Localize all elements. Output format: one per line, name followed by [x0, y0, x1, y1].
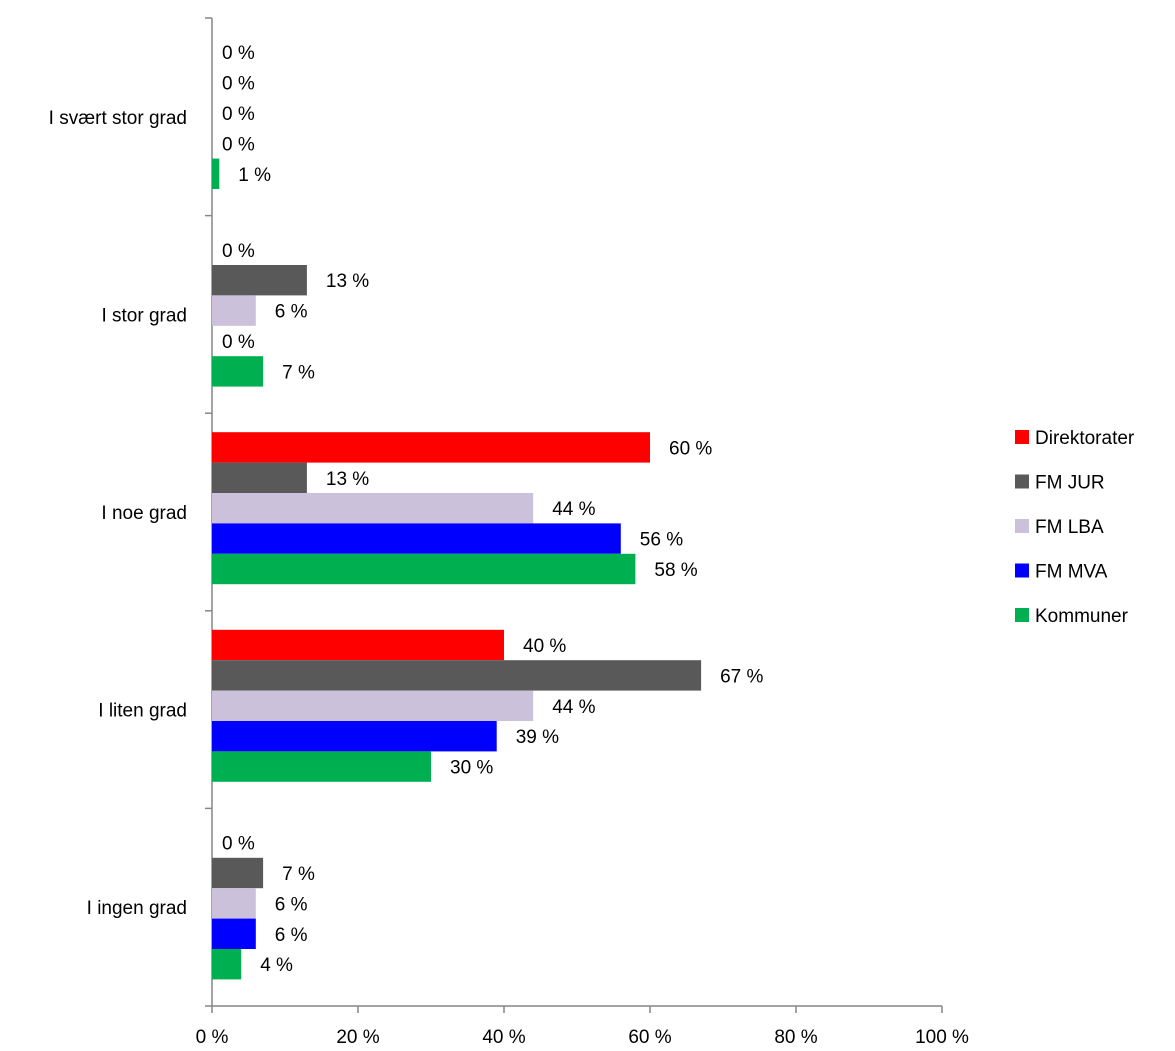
category-label: I svært stor grad: [49, 108, 187, 129]
bar: [212, 888, 256, 919]
data-label: 13 %: [326, 469, 369, 490]
data-label: 7 %: [282, 362, 315, 383]
bar: [212, 857, 264, 889]
data-label: 67 %: [720, 666, 763, 687]
bar: [212, 523, 621, 554]
legend-label: FM JUR: [1035, 473, 1105, 494]
bar: [212, 660, 702, 691]
bar: [212, 918, 256, 949]
category-label: I stor grad: [101, 305, 187, 326]
x-tick-label: 80 %: [774, 1027, 817, 1048]
data-label: 44 %: [552, 499, 595, 520]
data-label: 44 %: [552, 697, 595, 718]
legend-swatch: [1015, 474, 1029, 489]
data-label: 0 %: [222, 43, 255, 64]
bar: [212, 949, 242, 980]
data-label: 0 %: [222, 332, 255, 353]
legend-swatch: [1015, 563, 1029, 578]
bar: [212, 432, 650, 463]
x-tick-label: 60 %: [628, 1027, 671, 1048]
data-label: 6 %: [275, 925, 308, 946]
data-label: 0 %: [222, 834, 255, 855]
data-label: 56 %: [640, 530, 683, 551]
data-label: 58 %: [654, 560, 697, 581]
legend-swatch: [1015, 608, 1029, 622]
category-label: I liten grad: [98, 701, 187, 722]
bar: [212, 356, 264, 387]
data-label: 0 %: [222, 74, 255, 95]
legend-label: FM LBA: [1035, 517, 1104, 538]
category-label: I noe grad: [101, 503, 187, 524]
legend-label: Kommuner: [1035, 606, 1129, 627]
legend-swatch: [1015, 430, 1029, 444]
x-tick-label: 20 %: [336, 1027, 379, 1048]
bar: [212, 158, 220, 189]
data-label: 13 %: [326, 271, 369, 292]
bar: [212, 690, 534, 721]
x-tick-label: 40 %: [482, 1027, 525, 1048]
data-label: 0 %: [222, 241, 255, 262]
bar: [212, 493, 534, 524]
bar: [212, 751, 431, 782]
x-tick-label: 100 %: [915, 1027, 969, 1048]
legend-swatch: [1015, 519, 1029, 533]
data-label: 4 %: [260, 955, 293, 976]
bar: [212, 721, 497, 752]
data-label: 7 %: [282, 864, 315, 885]
data-label: 0 %: [222, 134, 255, 155]
data-label: 40 %: [523, 636, 566, 657]
data-label: 39 %: [516, 727, 559, 748]
data-label: 30 %: [450, 758, 493, 779]
bar: [212, 553, 636, 585]
legend-label: Direktorater: [1035, 428, 1135, 449]
x-tick-label: 0 %: [196, 1027, 229, 1048]
data-label: 1 %: [238, 165, 271, 186]
data-label: 0 %: [222, 104, 255, 125]
data-label: 6 %: [275, 894, 308, 915]
bar: [212, 629, 504, 661]
bar: [212, 295, 256, 326]
legend-label: FM MVA: [1035, 562, 1108, 583]
bar: [212, 265, 307, 296]
data-label: 60 %: [669, 438, 712, 459]
bar: [212, 462, 307, 493]
category-label: I ingen grad: [87, 898, 187, 919]
data-label: 6 %: [275, 302, 308, 323]
